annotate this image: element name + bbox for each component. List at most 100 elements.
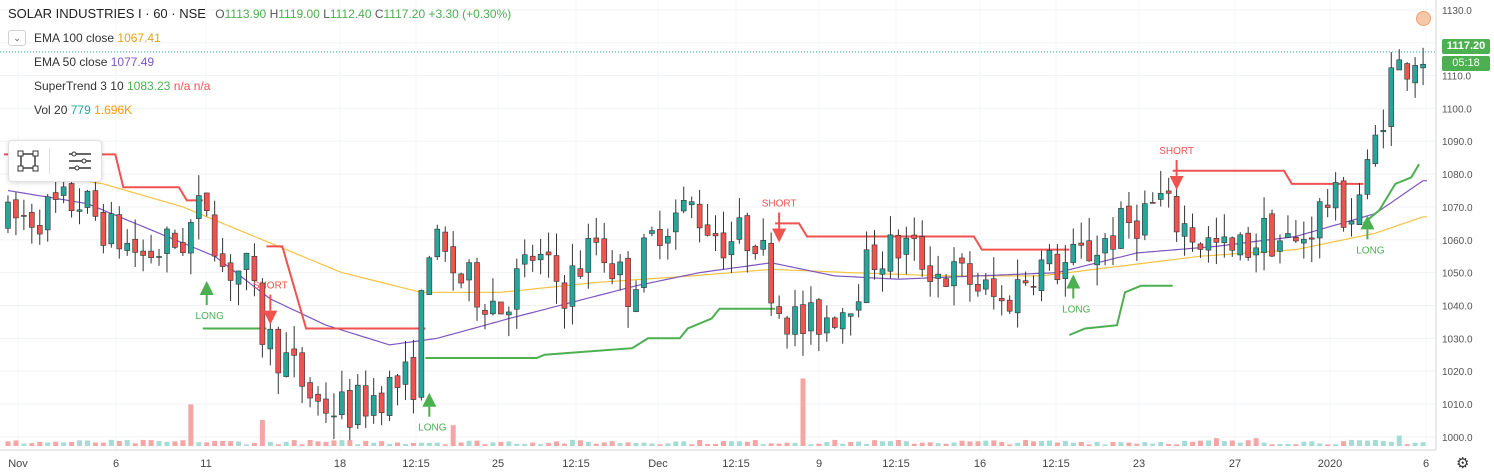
candle-body bbox=[386, 377, 393, 416]
volume-bar bbox=[1134, 443, 1140, 446]
candle bbox=[370, 378, 377, 424]
candle bbox=[291, 326, 297, 378]
candle-body bbox=[847, 313, 854, 317]
volume-bar bbox=[482, 444, 488, 446]
candle bbox=[1157, 170, 1164, 207]
volume-bar bbox=[808, 444, 814, 446]
signal-label: LONG bbox=[1062, 304, 1091, 315]
candle-body bbox=[975, 283, 981, 292]
candle bbox=[211, 200, 218, 262]
candle-body bbox=[1332, 182, 1339, 209]
volume-bar bbox=[244, 444, 249, 446]
volume-bar bbox=[840, 443, 846, 446]
candle-body bbox=[156, 256, 162, 258]
candle bbox=[1380, 109, 1387, 149]
volume-bar bbox=[307, 439, 313, 446]
candle-body bbox=[339, 391, 345, 415]
alert-dot-icon[interactable] bbox=[1416, 11, 1431, 26]
candle-body bbox=[831, 317, 838, 328]
time-tick-label: Dec bbox=[648, 458, 668, 470]
candle-body bbox=[347, 390, 353, 428]
indicator-value: 1067.41 bbox=[117, 31, 161, 45]
volume-bar bbox=[776, 443, 782, 446]
price-axis[interactable]: 1000.0 1010.0 1020.0 1030.0 1040.0 1050.0 1060… bbox=[1435, 0, 1494, 474]
volume-bar bbox=[1150, 443, 1156, 446]
candle bbox=[1332, 172, 1339, 221]
volume-bar bbox=[1054, 442, 1060, 446]
volume-bar bbox=[657, 444, 663, 446]
candle-body bbox=[180, 242, 186, 253]
candle-body bbox=[1269, 213, 1275, 257]
candle bbox=[1396, 49, 1403, 71]
candle-body bbox=[1364, 159, 1371, 195]
candle bbox=[792, 289, 798, 347]
candle-body bbox=[1308, 237, 1315, 240]
candle bbox=[601, 222, 608, 273]
volume-bar bbox=[29, 443, 35, 446]
candle bbox=[354, 374, 361, 429]
volume-bar bbox=[339, 440, 345, 446]
volume-bar bbox=[259, 420, 265, 446]
candle bbox=[347, 378, 353, 441]
volume-bar bbox=[13, 440, 19, 446]
indicator-volume[interactable]: Vol 20 779 1.696K bbox=[8, 98, 511, 122]
volume-bar bbox=[864, 443, 870, 446]
candle-body bbox=[450, 246, 456, 274]
volume-bar bbox=[1142, 442, 1148, 446]
gear-icon[interactable]: ⚙ bbox=[1456, 455, 1470, 472]
candle bbox=[331, 393, 337, 440]
candle-body bbox=[601, 238, 608, 263]
indicator-supertrend[interactable]: SuperTrend 3 10 1083.23 n/a n/a bbox=[8, 74, 511, 98]
candle-body bbox=[370, 395, 377, 416]
candle bbox=[1364, 149, 1371, 200]
candle bbox=[665, 228, 671, 260]
candle-body bbox=[474, 262, 480, 308]
candle-body bbox=[482, 310, 488, 315]
symbol-title[interactable]: SOLAR INDUSTRIES I · 60 · NSE bbox=[8, 6, 206, 21]
indicator-name: Vol 20 bbox=[34, 103, 68, 117]
time-axis[interactable]: Nov 6 11 18 12:15 25 12:15 Dec 12:15 9 12:15 16 12:1… bbox=[0, 449, 1436, 470]
candle bbox=[1301, 221, 1307, 259]
candle-body bbox=[1030, 286, 1037, 288]
indicator-ema100[interactable]: ⌄ EMA 100 close 1067.41 bbox=[8, 26, 511, 50]
candlesticks[interactable] bbox=[5, 47, 1426, 441]
candle bbox=[1165, 177, 1172, 208]
volume-bar bbox=[562, 443, 567, 446]
candle bbox=[1205, 226, 1212, 263]
crop-square-icon[interactable] bbox=[15, 148, 41, 174]
candle bbox=[1356, 183, 1363, 225]
signal-label: SHORT bbox=[762, 198, 797, 209]
candle bbox=[1118, 201, 1124, 250]
price-tick-label: 1110.0 bbox=[1442, 72, 1472, 83]
candle bbox=[1030, 275, 1037, 296]
candle bbox=[712, 215, 719, 252]
menu-lines-icon[interactable] bbox=[67, 148, 93, 174]
candle-body bbox=[768, 242, 774, 304]
price-tick-label: 1060.0 bbox=[1442, 236, 1473, 247]
candle-body bbox=[1062, 262, 1069, 279]
indicator-ema50[interactable]: EMA 50 close 1077.49 bbox=[8, 50, 511, 74]
long-signal: LONG bbox=[1062, 274, 1091, 315]
candle bbox=[243, 252, 250, 291]
high-label: H bbox=[269, 7, 279, 21]
volume-bar bbox=[1094, 441, 1100, 446]
candle bbox=[1253, 233, 1259, 273]
time-tick-label: 18 bbox=[334, 458, 346, 470]
chevron-down-icon[interactable]: ⌄ bbox=[8, 30, 26, 46]
candle bbox=[1285, 215, 1291, 238]
candle bbox=[482, 304, 488, 330]
volume-bar bbox=[530, 442, 536, 446]
candle-body bbox=[744, 215, 751, 252]
low-value: 1112.40 bbox=[329, 7, 372, 21]
volume-bar bbox=[1166, 443, 1172, 446]
indicator-value: 1077.49 bbox=[110, 55, 155, 69]
candle-body bbox=[323, 398, 329, 414]
volume-bar bbox=[1198, 440, 1203, 446]
price-tick-label: 1050.0 bbox=[1442, 269, 1473, 280]
candle-body bbox=[529, 255, 536, 261]
candle-body bbox=[29, 212, 35, 228]
candle bbox=[553, 233, 560, 304]
candle bbox=[5, 195, 11, 234]
candle-body bbox=[1237, 234, 1244, 256]
